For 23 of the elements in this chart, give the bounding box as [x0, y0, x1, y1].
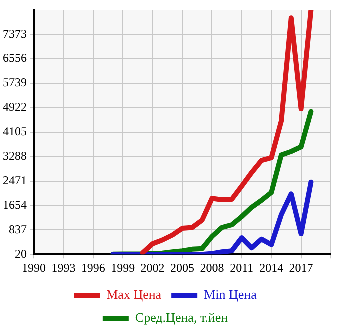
y-tick-label: 4105 — [3, 124, 27, 139]
y-tick-label: 6556 — [3, 51, 27, 66]
legend-label: Max Цена — [106, 286, 162, 302]
x-tick-label: 1990 — [22, 260, 46, 275]
y-tick-label: 4922 — [3, 100, 27, 114]
x-tick-label: 1996 — [81, 260, 106, 275]
y-tick-label: 1654 — [3, 198, 27, 212]
legend-label: Сред.Цена, т.йен — [135, 310, 228, 325]
legend-label: Min Цена — [204, 286, 258, 302]
y-tick-label: 20 — [15, 246, 27, 261]
y-tick-label: 2471 — [3, 173, 27, 188]
y-tick-label: 837 — [9, 222, 27, 236]
x-tick-label: 2017 — [289, 260, 314, 275]
y-tick-label: 7373 — [3, 26, 27, 41]
x-tick-label: 2014 — [260, 260, 284, 275]
y-tick-label: 3288 — [3, 148, 27, 163]
y-tick-label: 5739 — [3, 76, 27, 90]
x-tick-label: 1993 — [52, 260, 76, 275]
x-tick-label: 2008 — [200, 260, 224, 275]
x-tick-label: 1999 — [111, 260, 136, 275]
x-tick-label: 2002 — [140, 260, 165, 275]
x-tick-label: 2011 — [230, 260, 254, 275]
x-tick-label: 2005 — [170, 260, 194, 275]
